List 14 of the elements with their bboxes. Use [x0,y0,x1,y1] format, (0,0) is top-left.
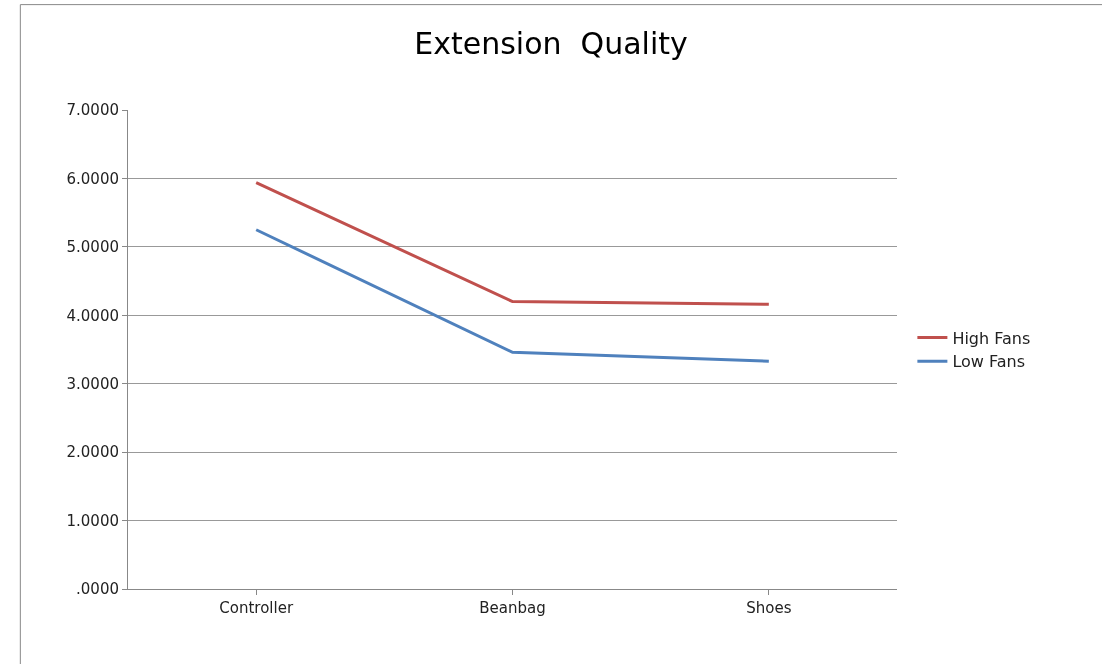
y-tick-label: 6.0000 [66,169,119,188]
legend-label: Low Fans [952,352,1025,372]
x-tick-label: Beanbag [479,599,546,617]
chart-title: Extension Quality [414,26,688,62]
x-tick-label: Shoes [746,599,792,617]
y-tick-label: 3.0000 [66,374,119,393]
y-tick-label: 1.0000 [66,511,119,530]
x-tick-label: Controller [219,599,294,617]
legend-label: High Fans [952,328,1031,348]
y-tick-label: 2.0000 [66,443,119,462]
y-tick-label: .0000 [76,580,119,599]
y-tick-label: 4.0000 [66,306,119,325]
y-tick-label: 7.0000 [66,101,119,120]
y-tick-label: 5.0000 [66,238,119,257]
